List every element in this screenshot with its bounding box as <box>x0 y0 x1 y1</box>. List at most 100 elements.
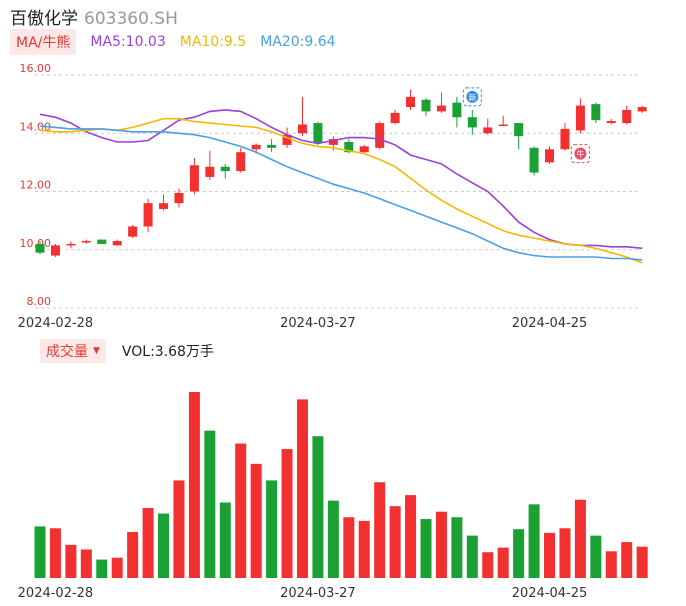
volume-bar <box>34 526 46 578</box>
candle-body <box>159 203 169 209</box>
price-date-label: 2024-04-25 <box>512 316 588 330</box>
ma20-label: MA20:9.64 <box>260 34 336 50</box>
signal-badge-label: 牛 <box>576 149 584 159</box>
price-tick-label: 16.00 <box>20 62 52 75</box>
candle-body <box>220 166 230 172</box>
volume-bar <box>250 463 262 578</box>
volume-legend: 成交量 ▼ VOL:3.68万手 <box>40 339 214 363</box>
stock-name: 百傲化学 <box>10 9 78 29</box>
candle-body <box>406 96 416 108</box>
candle-body <box>421 99 431 112</box>
ma-legend: MA/牛熊 MA5:10.03 MA10:9.5 MA20:9.64 <box>10 29 336 55</box>
ma10-label: MA10:9.5 <box>179 34 247 50</box>
volume-tab-label: 成交量 <box>46 344 88 360</box>
volume-bar <box>451 517 463 578</box>
caret-down-icon: ▼ <box>93 346 100 356</box>
volume-bar <box>621 542 633 578</box>
signal-badge-dot <box>574 147 587 160</box>
price-tick-label: 8.00 <box>27 295 52 308</box>
candle-body <box>112 241 122 246</box>
candle-body <box>606 121 616 124</box>
candle-body <box>282 134 292 145</box>
volume-value: VOL:3.68万手 <box>121 344 214 360</box>
volume-bar <box>96 559 108 578</box>
price-tick-label: 12.00 <box>20 179 52 192</box>
volume-bar <box>605 551 617 578</box>
candle-body <box>328 139 338 145</box>
volume-bar <box>281 449 293 578</box>
candle-body <box>637 107 647 112</box>
volume-bar <box>235 443 247 578</box>
volume-bar <box>559 528 571 578</box>
ma20-line <box>39 125 643 261</box>
volume-bar <box>158 513 170 578</box>
volume-indicator-tab[interactable]: 成交量 ▼ <box>40 339 106 363</box>
candle-body <box>452 102 462 118</box>
volume-bar <box>466 535 478 578</box>
price-date-label: 2024-02-28 <box>18 316 94 330</box>
candle-body <box>81 241 91 243</box>
ma-indicator-tab[interactable]: MA/牛熊 <box>10 29 77 55</box>
volume-bar <box>266 480 278 578</box>
volume-bar <box>173 480 185 578</box>
volume-bar <box>435 511 447 578</box>
volume-bar <box>188 392 200 578</box>
volume-chart: 2024-02-28 2024-03-27 2024-04-25 <box>18 392 648 601</box>
volume-date-label: 2024-04-25 <box>512 586 588 601</box>
volume-bar <box>49 528 61 578</box>
candle-body <box>436 105 446 112</box>
volume-bar <box>111 557 123 578</box>
candle-body <box>514 123 524 137</box>
signal-badge-label: 新 <box>468 92 476 102</box>
ma5-line <box>39 109 643 250</box>
signal-badge-dot <box>466 90 479 103</box>
volume-bar <box>405 495 417 578</box>
volume-date-label: 2024-03-27 <box>280 586 356 601</box>
signal-badge-frame <box>462 87 482 107</box>
candle-body <box>97 239 107 244</box>
volume-date-label: 2024-02-28 <box>18 586 94 601</box>
candle-body <box>251 144 261 150</box>
candle-body <box>622 109 632 124</box>
volume-bar <box>296 399 308 578</box>
candle-body <box>128 226 138 237</box>
ma10-line <box>39 117 643 264</box>
candle-body <box>313 123 323 144</box>
volume-bar <box>513 529 525 578</box>
price-date-label: 2024-03-27 <box>280 316 356 330</box>
volume-bar <box>65 544 77 578</box>
candle-body <box>545 149 555 163</box>
volume-bar <box>482 552 494 578</box>
volume-bar <box>528 504 540 578</box>
stock-code: 603360.SH <box>84 9 178 29</box>
candle-body <box>390 112 400 124</box>
volume-bar <box>574 499 586 578</box>
volume-bar <box>636 546 648 578</box>
volume-bar <box>204 430 216 578</box>
candle-body <box>143 203 153 227</box>
candle-body <box>498 124 508 127</box>
volume-bar <box>389 506 401 578</box>
candle-body <box>359 146 369 153</box>
candle-body <box>297 124 307 134</box>
volume-bar <box>374 482 386 578</box>
candle-body <box>50 245 60 256</box>
candle-body <box>344 141 354 153</box>
volume-bar <box>343 517 355 578</box>
candle-body <box>375 123 385 148</box>
volume-bar <box>142 508 154 578</box>
volume-bar <box>420 519 432 578</box>
stock-header: 百傲化学 603360.SH <box>10 4 178 29</box>
price-tick-label: 10.00 <box>20 237 52 250</box>
volume-bar <box>544 532 556 578</box>
candle-body <box>236 152 246 172</box>
volume-bar <box>80 549 92 578</box>
volume-bar <box>219 502 231 578</box>
ma5-label: MA5:10.03 <box>90 34 166 50</box>
candle-body <box>467 117 477 128</box>
volume-bar <box>497 547 509 578</box>
candle-body <box>174 192 184 204</box>
volume-bar <box>127 531 139 578</box>
candle-body <box>483 127 493 134</box>
